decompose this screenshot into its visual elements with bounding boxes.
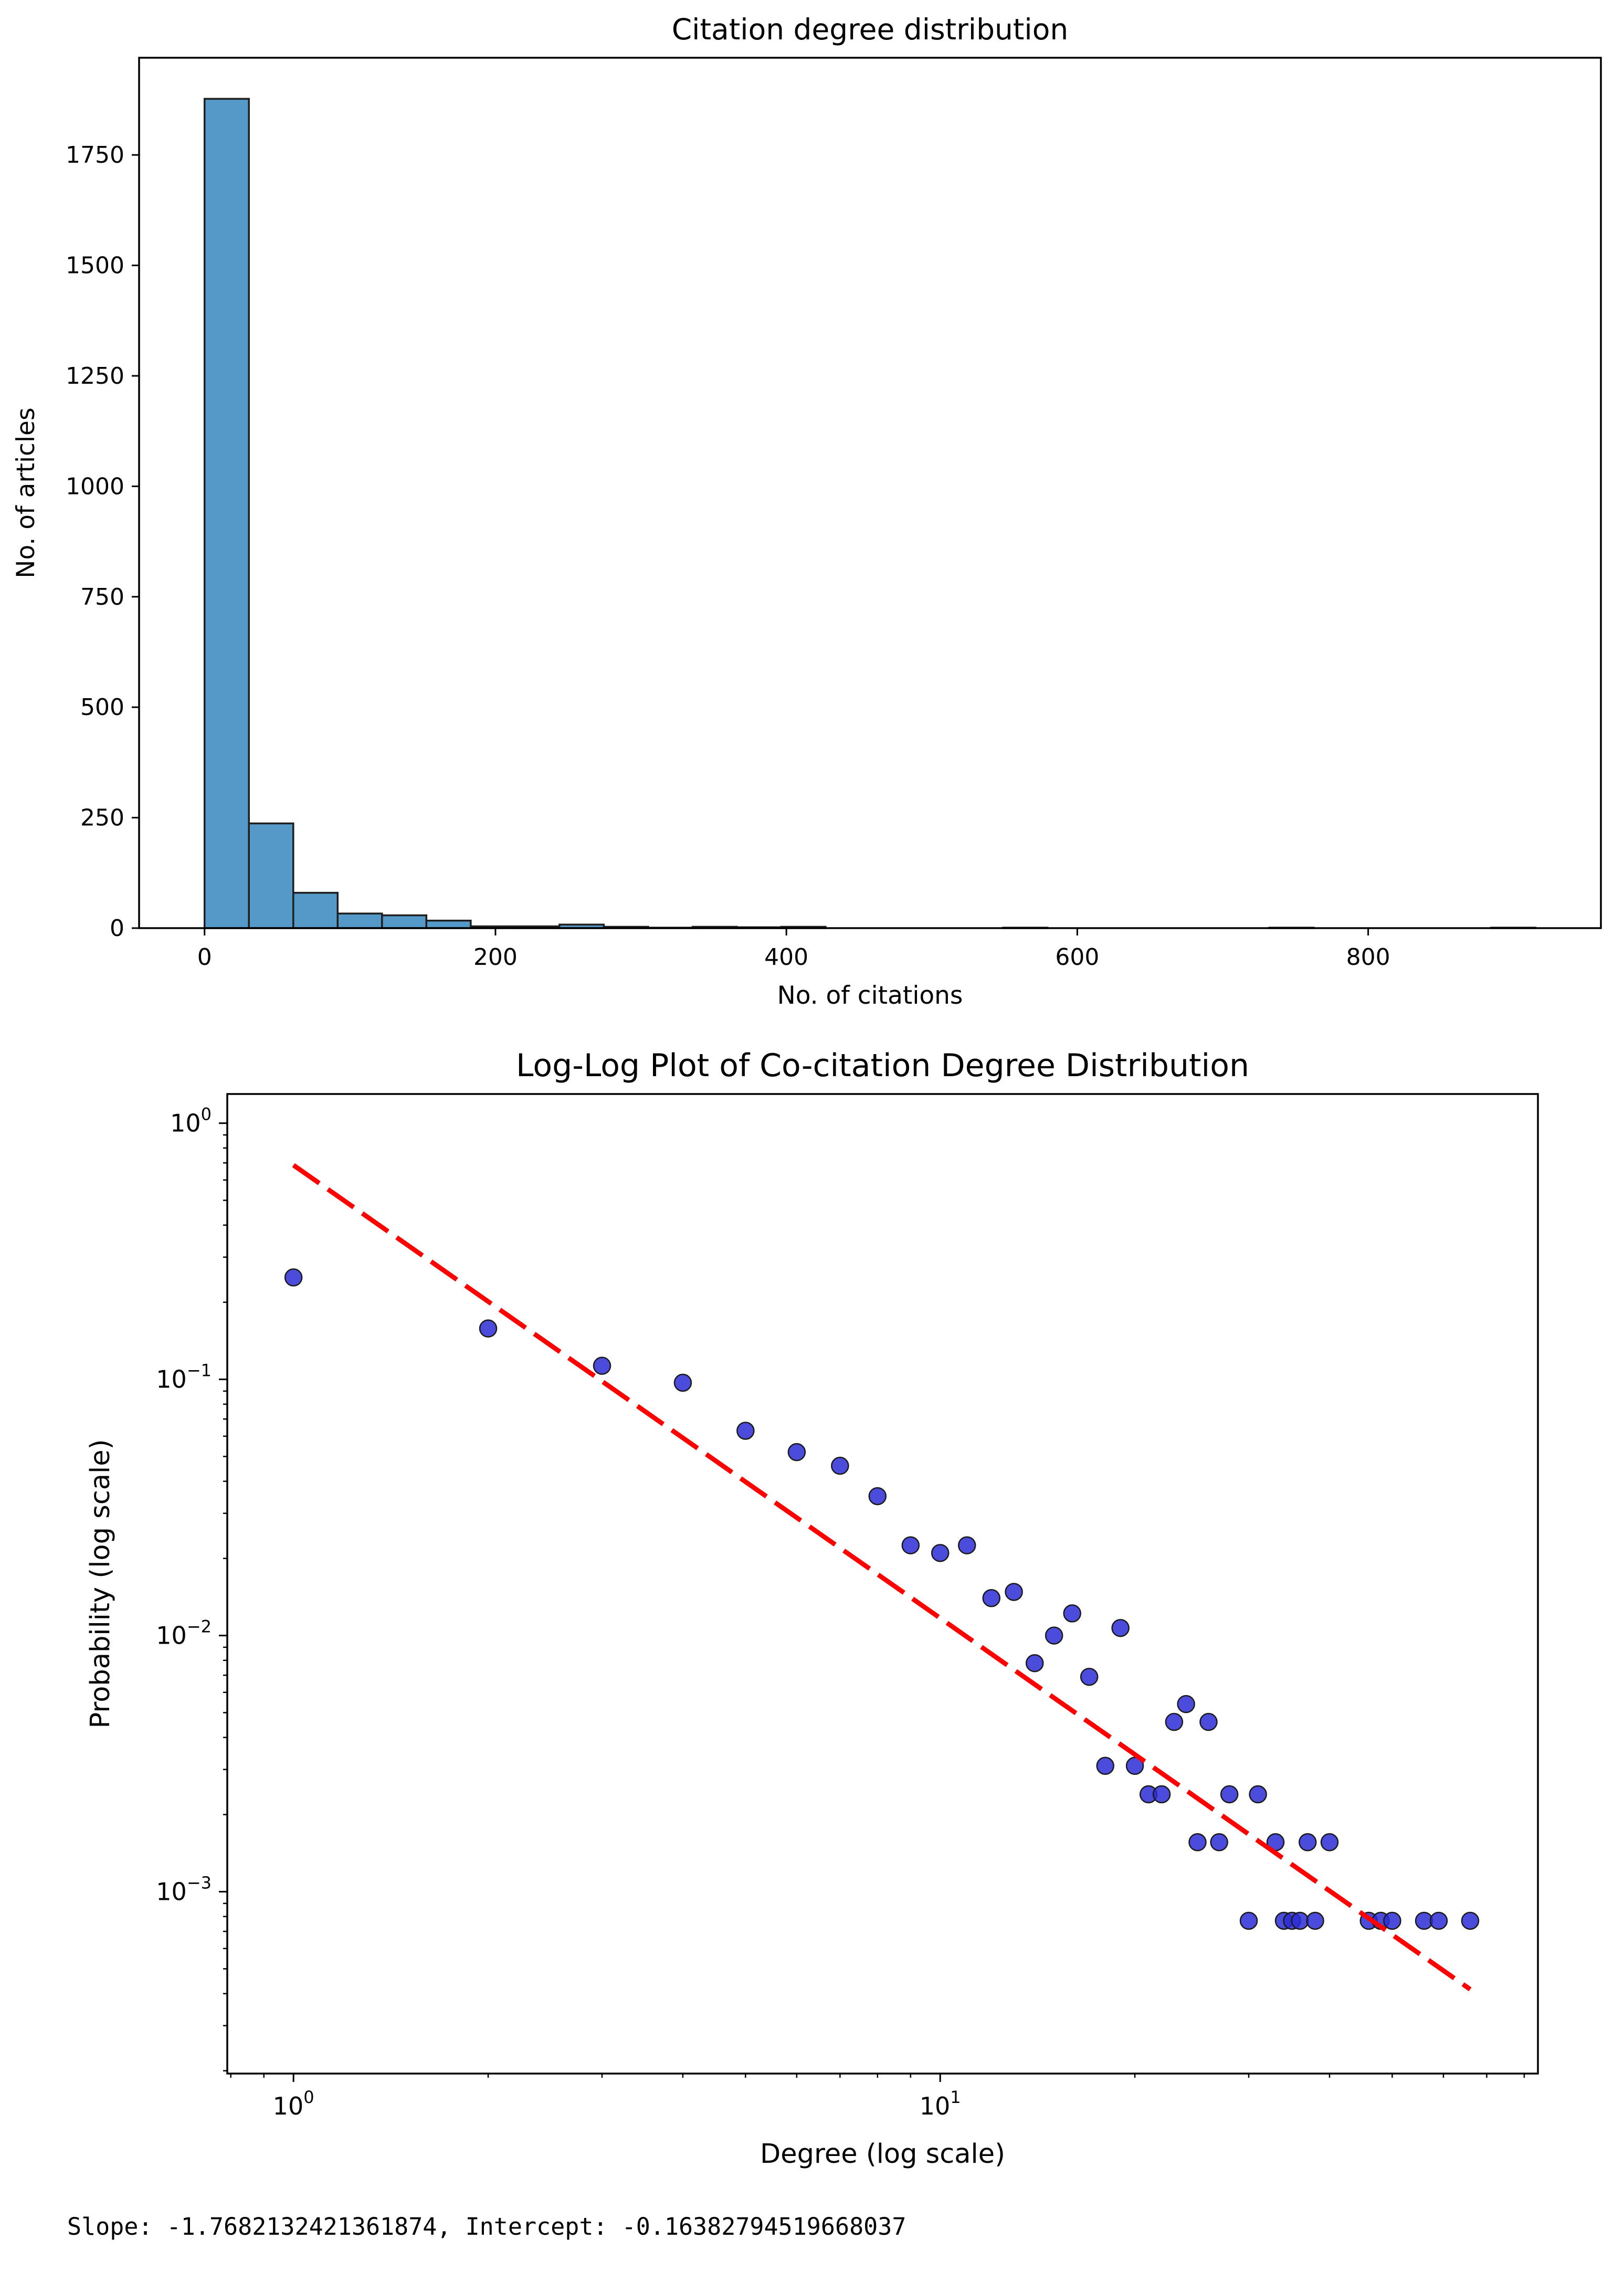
y-tick-label: 1500 [66,253,124,279]
data-point [1165,1712,1184,1731]
histogram-bars [203,98,1537,929]
data-point [1080,1667,1099,1686]
data-point [1177,1695,1195,1713]
histogram-x-label: No. of citations [777,981,963,1010]
y-tick-label: 250 [80,805,124,832]
data-point [1210,1833,1228,1852]
loglog-y-label: Probability (log scale) [85,1439,116,1729]
loglog-frame [226,1093,1539,2075]
data-point [736,1422,755,1440]
data-point [831,1456,849,1475]
y-tick-label: 1250 [66,363,124,390]
histogram-bar [203,98,250,929]
x-tick-label: 101 [920,2087,961,2120]
fit-line [292,1163,1472,1992]
data-point [982,1589,1001,1607]
data-point [1320,1833,1339,1852]
data-point [479,1319,498,1338]
y-tick-label: 10−3 [156,1873,212,1906]
y-tick-label: 750 [80,584,124,611]
loglog-chart: 100 101 100 10−1 10−2 10−3 Log-Log Plot of Co-… [85,1047,1539,2170]
x-tick-label: 800 [1346,944,1390,971]
histogram-title: Citation degree distribution [672,13,1068,46]
data-point [1299,1833,1317,1852]
fit-output-text: Slope: -1.7682132421361874, Intercept: -… [67,2213,906,2241]
x-tick-label: 400 [764,944,808,971]
y-tick-label: 100 [170,1105,212,1138]
data-point [901,1536,920,1554]
data-point [1199,1712,1218,1731]
histogram-bar [336,912,383,929]
data-point [1249,1785,1267,1804]
data-point [1111,1618,1130,1637]
data-point [868,1487,887,1506]
data-point [1188,1833,1207,1852]
data-point [957,1536,976,1554]
y-tick-label: 500 [80,694,124,721]
data-point [1045,1626,1063,1645]
histogram-bar [248,822,294,929]
histogram-chart: 0 200 400 600 800 0 250 500 750 1000 1250 1500 1750 C… [12,13,1602,1010]
histogram-bar [425,919,472,929]
x-tick-label: 0 [197,944,212,971]
data-point [787,1443,806,1461]
data-point [1291,1911,1309,1930]
loglog-x-label: Degree (log scale) [760,2139,1005,2170]
data-point [593,1356,611,1375]
data-point [1026,1654,1044,1673]
x-tick-label: 200 [473,944,518,971]
data-point [1239,1911,1258,1930]
data-point [1383,1911,1401,1930]
x-tick-label: 600 [1055,944,1099,971]
y-tick-label: 1000 [66,473,124,500]
data-point [284,1268,303,1287]
y-tick-label: 10−2 [156,1617,212,1650]
data-point [1063,1604,1081,1623]
data-point [673,1373,692,1392]
y-tick-label: 10−1 [156,1361,212,1394]
y-tick-label: 0 [110,915,124,942]
scatter-points [284,1268,1480,1930]
histogram-bar [381,914,428,929]
data-point [1461,1911,1480,1930]
y-tick-label: 1750 [66,142,124,169]
data-point [931,1544,950,1562]
data-point [1429,1911,1448,1930]
loglog-title: Log-Log Plot of Co-citation Degree Distr… [516,1047,1249,1084]
x-tick-label: 100 [273,2087,314,2120]
data-point [1152,1785,1171,1804]
data-point [1005,1583,1023,1601]
histogram-frame [138,57,1602,929]
data-point [1220,1785,1239,1804]
histogram-y-label: No. of articles [12,407,40,578]
data-point [1125,1756,1144,1775]
histogram-bar [292,891,339,929]
data-point [1096,1756,1114,1775]
data-point [1306,1911,1324,1930]
